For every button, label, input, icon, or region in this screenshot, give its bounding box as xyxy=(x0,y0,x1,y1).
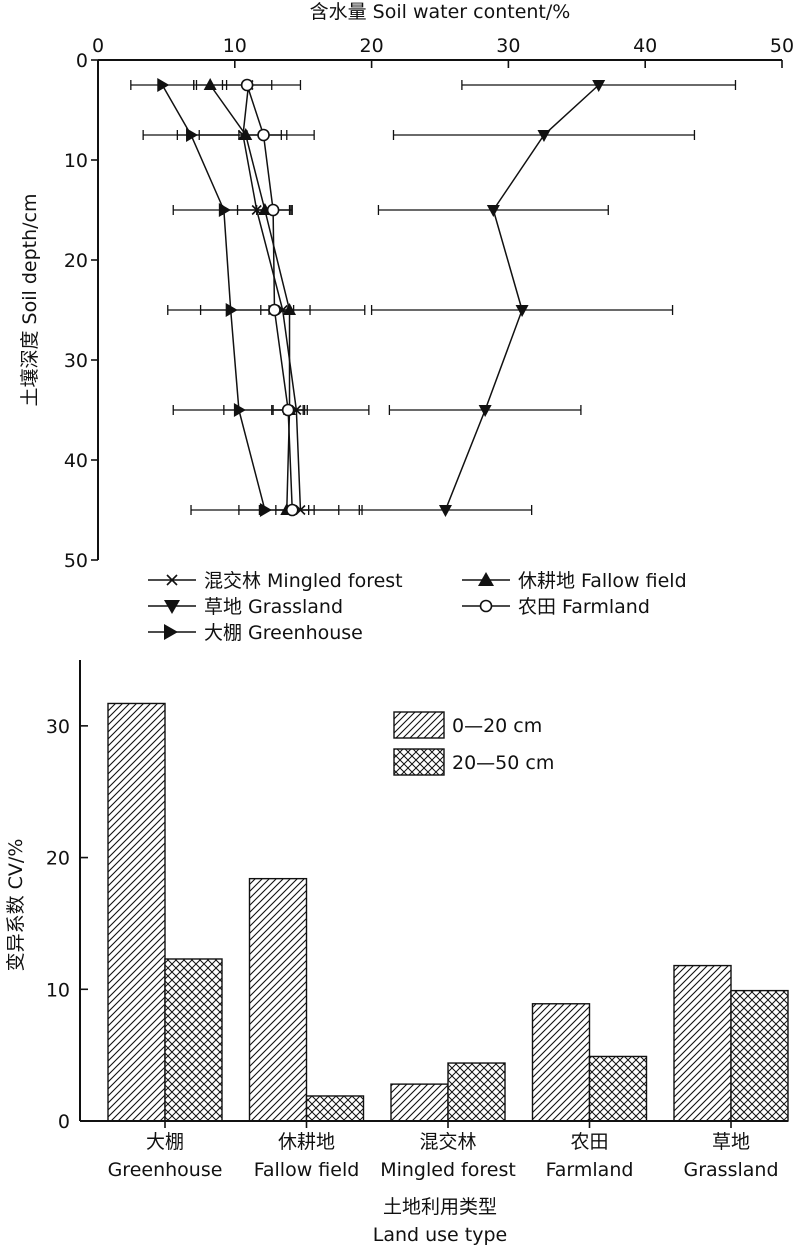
x-tick-label-en: Greenhouse xyxy=(108,1159,223,1181)
x-tick-label-cn: 休耕地 xyxy=(278,1131,335,1153)
top-x-tick-label: 10 xyxy=(223,35,247,57)
top-xlabel: 含水量 Soil water content/% xyxy=(310,1,571,23)
x-tick-label-en: Farmland xyxy=(546,1159,634,1181)
bottom-xlabel-en: Land use type xyxy=(373,1224,507,1246)
marker-farmland xyxy=(240,78,254,92)
bottom-y-ticks: 0 10 20 30 xyxy=(46,716,88,1133)
bar-grassland-20-50-cm xyxy=(730,989,789,1122)
top-y-tick-label: 30 xyxy=(64,350,88,372)
marker-farmland xyxy=(285,503,299,517)
legend-swatch-20-50cm xyxy=(393,748,445,776)
bar-greenhouse-20-50-cm xyxy=(164,958,223,1122)
top-x-tick-label: 20 xyxy=(360,35,384,57)
marker-greenhouse xyxy=(225,303,238,317)
legend-entry-farmland: 农田 Farmland xyxy=(462,596,650,618)
marker-greenhouse xyxy=(259,503,272,517)
series-line-fallow-field xyxy=(209,84,291,511)
series-line-mingled-forest xyxy=(242,84,302,511)
bottom-x-tick-labels: 大棚 Greenhouse 休耕地 Fallow field 混交林 Mingled fo… xyxy=(108,1121,779,1181)
legend-label-20-50cm: 20—50 cm xyxy=(452,752,554,774)
marker-farmland xyxy=(281,403,295,417)
top-y-tick-label: 40 xyxy=(64,450,88,472)
bar-farmland-0-20-cm xyxy=(531,1003,591,1122)
bottom-y-tick-label: 10 xyxy=(46,979,70,1001)
x-tick-label-cn: 农田 xyxy=(570,1131,608,1153)
legend-label-greenhouse: 大棚 Greenhouse xyxy=(204,622,363,644)
marker-greenhouse xyxy=(218,203,231,217)
bottom-bars xyxy=(107,702,789,1122)
top-x-ticks: 0 10 20 30 40 50 xyxy=(92,35,794,68)
marker-greenhouse xyxy=(186,128,199,142)
top-y-tick-label: 0 xyxy=(76,50,88,72)
legend-entry-grassland: 草地 Grassland xyxy=(148,596,343,618)
x-tick-label-en: Grassland xyxy=(684,1159,779,1181)
marker-greenhouse xyxy=(157,78,170,92)
series-line-grassland xyxy=(444,84,600,511)
x-tick-label-cn: 草地 xyxy=(712,1131,750,1153)
series-line-farmland xyxy=(246,84,294,511)
top-markers xyxy=(157,78,606,517)
top-series-lines xyxy=(161,84,600,511)
top-y-tick-label: 50 xyxy=(64,550,88,572)
bottom-y-tick-label: 30 xyxy=(46,716,70,738)
marker-farmland xyxy=(268,303,281,317)
bar-mingled-forest-20-50-cm xyxy=(447,1062,506,1122)
bottom-xlabel-cn: 土地利用类型 xyxy=(383,1196,497,1218)
soil-moisture-profile-chart: 含水量 Soil water content/% 0 10 20 30 40 50 0 10… xyxy=(19,1,794,644)
legend-entry-fallow-field: 休耕地 Fallow field xyxy=(462,570,687,592)
series-line-greenhouse xyxy=(161,84,266,511)
top-x-tick-label: 0 xyxy=(92,35,104,57)
legend-entry-mingled-forest: 混交林 Mingled forest xyxy=(148,570,403,592)
top-y-tick-label: 20 xyxy=(64,250,88,272)
marker-fallow-field xyxy=(283,303,297,315)
bar-mingled-forest-0-20-cm xyxy=(390,1083,449,1122)
legend-swatch-0-20cm xyxy=(393,711,445,739)
top-x-tick-label: 30 xyxy=(496,35,520,57)
cv-bar-chart: 变异系数 CV/% 0 10 20 30 大棚 Greenhouse 休耕地 Fallow … xyxy=(5,660,789,1246)
legend-entry-greenhouse: 大棚 Greenhouse xyxy=(148,622,363,644)
bar-fallow-field-0-20-cm xyxy=(248,877,308,1122)
bottom-ylabel: 变异系数 CV/% xyxy=(5,839,27,972)
legend-label-mingled-forest: 混交林 Mingled forest xyxy=(204,570,403,592)
top-error-bars xyxy=(130,80,737,515)
marker-grassland xyxy=(438,505,452,517)
bar-greenhouse-0-20-cm xyxy=(107,702,166,1122)
top-x-tick-label: 40 xyxy=(633,35,657,57)
marker-grassland xyxy=(486,205,500,217)
marker-farmland xyxy=(257,128,270,142)
marker-grassland xyxy=(537,130,551,142)
bottom-y-tick-label: 20 xyxy=(46,848,70,870)
x-tick-label-cn: 大棚 xyxy=(146,1131,184,1153)
x-tick-label-cn: 混交林 xyxy=(419,1131,476,1153)
top-y-tick-label: 10 xyxy=(64,150,88,172)
marker-greenhouse xyxy=(233,403,246,417)
top-legend: 混交林 Mingled forest 休耕地 Fallow field 草地 G… xyxy=(148,570,687,644)
bottom-y-tick-label: 0 xyxy=(58,1111,70,1133)
top-y-ticks: 0 10 20 30 40 50 xyxy=(64,50,98,572)
top-x-tick-label: 50 xyxy=(770,35,794,57)
bottom-legend: 0—20 cm 20—50 cm xyxy=(393,711,554,776)
x-tick-label-en: Fallow field xyxy=(254,1159,360,1181)
legend-label-fallow-field: 休耕地 Fallow field xyxy=(518,570,687,592)
marker-farmland xyxy=(266,203,280,217)
legend-label-0-20cm: 0—20 cm xyxy=(452,715,542,737)
bar-farmland-20-50-cm xyxy=(588,1055,648,1122)
bar-grassland-0-20-cm xyxy=(673,964,732,1122)
marker-grassland xyxy=(478,405,492,417)
top-ylabel: 土壤深度 Soil depth/cm xyxy=(19,194,41,407)
x-tick-label-en: Mingled forest xyxy=(380,1159,516,1181)
marker-fallow-field xyxy=(203,78,217,90)
legend-label-grassland: 草地 Grassland xyxy=(204,596,343,618)
legend-label-farmland: 农田 Farmland xyxy=(518,596,650,618)
marker-grassland xyxy=(515,305,529,317)
marker-fallow-field xyxy=(239,128,253,140)
bar-fallow-field-20-50-cm xyxy=(305,1095,365,1122)
marker-grassland xyxy=(592,80,606,92)
